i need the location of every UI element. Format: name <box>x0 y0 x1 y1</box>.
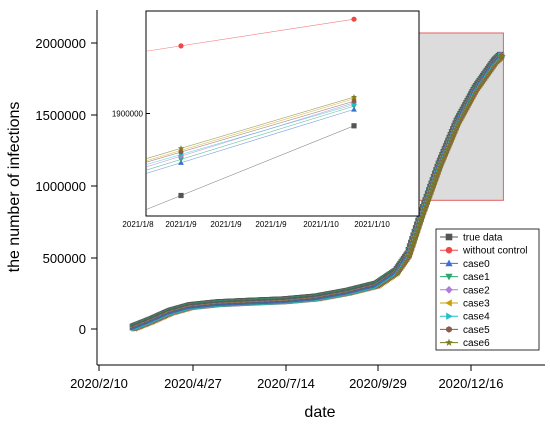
inset-y-tick: 1900000 <box>112 110 150 119</box>
main-curve-point <box>417 214 426 223</box>
inset-x-tick-label: 2021/1/9 <box>255 220 287 229</box>
legend-label: case1 <box>463 272 490 283</box>
inset-point <box>178 149 184 155</box>
main-curve-point <box>405 250 414 259</box>
legend-marker <box>445 338 453 346</box>
main-curve-point <box>497 52 506 60</box>
inset-y-tick-label: 1900000 <box>112 110 144 119</box>
inset-x-tick-label: 2021/1/8 <box>122 220 154 229</box>
inset-x-tick-label: 2021/1/9 <box>210 220 242 229</box>
main-curve-point <box>411 232 420 241</box>
legend-label: without control <box>462 246 527 257</box>
main-curve-point <box>412 229 421 237</box>
inset-x-tick-label: 2021/1/9 <box>165 220 197 229</box>
inset-point <box>351 16 357 22</box>
main-curve <box>129 51 506 332</box>
main-curve-point <box>407 243 416 252</box>
y-tick-label: 0 <box>79 322 86 337</box>
x-ticks: 2020/2/10 2020/4/27 2020/7/14 2020/9/29 … <box>70 365 504 391</box>
inset-plot <box>145 16 358 210</box>
legend-label: case5 <box>463 325 490 336</box>
main-curve-point <box>406 247 415 256</box>
inset-point <box>350 93 358 100</box>
main-curve-point <box>410 236 419 245</box>
inset-frame <box>145 10 420 217</box>
x-tick-label: 2020/12/16 <box>438 376 503 391</box>
legend: true data without control case0 case1 case2 c… <box>435 228 540 351</box>
legend-marker <box>445 299 452 307</box>
legend-marker <box>445 246 453 254</box>
x-tick-label: 2020/9/29 <box>349 376 407 391</box>
inset-x-ticks: 2021/1/8 2021/1/9 2021/1/9 2021/1/9 2021… <box>122 220 390 229</box>
y-axis-title: the number of infections <box>6 102 23 273</box>
x-tick-label: 2020/2/10 <box>70 376 128 391</box>
legend-marker <box>445 285 453 294</box>
main-curve-point <box>414 221 423 230</box>
inset-point <box>351 98 357 104</box>
main-axes <box>96 10 545 366</box>
y-ticks: 0 500000 1000000 1500000 2000000 <box>35 36 97 337</box>
inset-point <box>178 43 184 49</box>
main-curve-point <box>408 240 417 248</box>
main-curve-point <box>416 218 425 226</box>
legend-label: case6 <box>463 338 490 349</box>
x-tick-label: 2020/4/27 <box>164 376 222 391</box>
y-tick-label: 500000 <box>43 251 86 266</box>
legend-marker <box>446 326 452 333</box>
legend-marker <box>445 273 453 281</box>
legend-marker <box>446 312 453 320</box>
legend-label: true data <box>463 233 503 244</box>
legend-marker <box>445 233 453 241</box>
inset-point <box>178 192 184 199</box>
legend-label: case0 <box>463 259 490 270</box>
legend-label: case4 <box>463 312 490 323</box>
inset-x-tick-label: 2021/1/10 <box>354 220 390 229</box>
x-axis-title: date <box>304 404 335 421</box>
y-tick-label: 1000000 <box>35 179 86 194</box>
inset-point <box>177 145 185 151</box>
x-tick-label: 2020/7/14 <box>257 376 315 391</box>
inset-point <box>178 157 184 163</box>
inset-point <box>351 123 357 129</box>
inset-x-tick-label: 2021/1/10 <box>303 220 339 229</box>
legend-marker <box>445 259 453 267</box>
y-tick-label: 1500000 <box>35 108 86 123</box>
legend-label: case3 <box>463 299 490 310</box>
legend-label: case2 <box>463 285 490 296</box>
main-curve-point <box>413 225 422 234</box>
y-tick-label: 2000000 <box>35 36 86 51</box>
